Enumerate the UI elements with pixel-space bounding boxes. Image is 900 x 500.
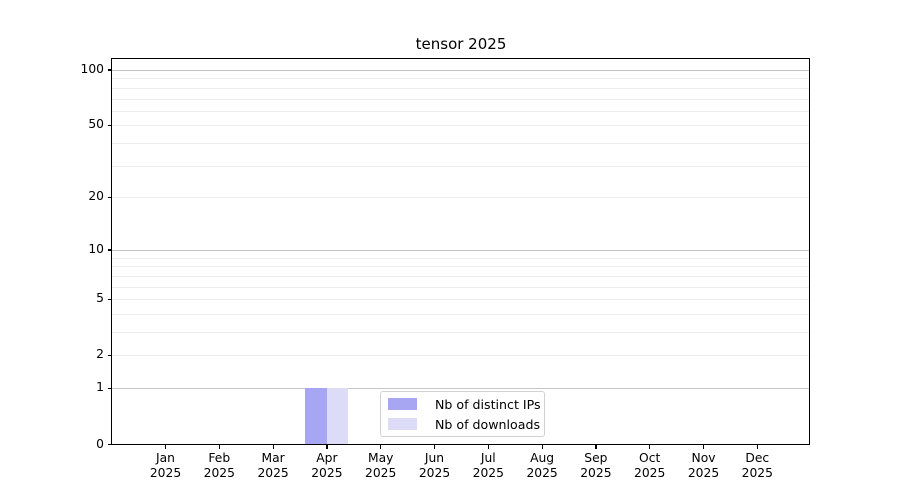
y-gridline-major bbox=[112, 388, 810, 390]
y-tick-label: 5 bbox=[96, 291, 104, 306]
x-tick-label: Feb 2025 bbox=[203, 451, 235, 480]
x-tick-label: Mar 2025 bbox=[257, 451, 289, 480]
x-tick bbox=[702, 444, 705, 449]
y-tick bbox=[107, 196, 112, 199]
legend-label: Nb of distinct IPs bbox=[435, 396, 541, 412]
x-tick bbox=[541, 444, 543, 449]
x-tick-label: Oct 2025 bbox=[634, 451, 666, 480]
y-gridline-minor bbox=[112, 165, 810, 167]
y-tick-label: 50 bbox=[88, 117, 104, 132]
x-tick bbox=[487, 444, 489, 449]
x-tick-label: Apr 2025 bbox=[311, 451, 343, 480]
legend-item-downloads: Nb of downloads bbox=[388, 417, 544, 432]
y-tick bbox=[107, 354, 112, 356]
y-gridline-minor bbox=[112, 275, 810, 277]
x-tick bbox=[433, 444, 436, 449]
chart-title: tensor 2025 bbox=[415, 35, 507, 53]
y-gridline-minor bbox=[112, 266, 810, 268]
x-tick bbox=[595, 444, 597, 449]
y-gridline-minor bbox=[112, 257, 810, 259]
legend: Nb of distinct IPs Nb of downloads bbox=[380, 391, 545, 437]
legend-swatch-distinct-ips-icon bbox=[388, 398, 417, 410]
y-tick-label: 2 bbox=[96, 347, 104, 362]
y-gridline-major bbox=[112, 69, 810, 71]
y-gridline-minor bbox=[112, 332, 810, 333]
x-tick bbox=[272, 444, 274, 449]
x-tick bbox=[380, 444, 382, 449]
y-gridline-major bbox=[112, 249, 810, 251]
x-tick-label: Jun 2025 bbox=[418, 451, 451, 480]
x-tick bbox=[756, 444, 758, 449]
y-gridline-minor bbox=[112, 98, 810, 100]
x-tick-label: Aug 2025 bbox=[526, 451, 558, 480]
y-gridline-minor bbox=[112, 313, 810, 315]
y-tick bbox=[107, 124, 112, 127]
x-tick bbox=[326, 444, 328, 449]
x-tick bbox=[218, 444, 220, 449]
y-gridline-minor bbox=[112, 87, 810, 89]
y-tick bbox=[107, 387, 112, 389]
plot-frame bbox=[111, 58, 810, 445]
bar-nb-of-downloads bbox=[326, 388, 349, 444]
y-gridline-minor bbox=[112, 125, 810, 127]
legend-swatch-downloads-icon bbox=[388, 418, 417, 430]
y-gridline-minor bbox=[112, 299, 810, 301]
y-tick-label: 1 bbox=[96, 380, 104, 395]
x-tick bbox=[164, 444, 167, 449]
y-gridline-minor bbox=[112, 143, 810, 145]
x-tick bbox=[649, 444, 651, 449]
x-tick-label: Nov 2025 bbox=[687, 451, 720, 480]
y-tick bbox=[107, 443, 112, 446]
legend-label: Nb of downloads bbox=[435, 416, 541, 432]
x-tick-label: Jan 2025 bbox=[149, 451, 182, 480]
x-tick-label: Dec 2025 bbox=[741, 451, 773, 480]
bar-nb-of-distinct-ips bbox=[305, 388, 327, 444]
y-tick-label: 0 bbox=[96, 436, 104, 451]
y-tick-label: 20 bbox=[88, 189, 104, 204]
y-gridline-minor bbox=[112, 197, 810, 199]
x-tick-label: May 2025 bbox=[365, 451, 397, 480]
y-tick-label: 10 bbox=[88, 241, 104, 256]
y-tick-label: 100 bbox=[80, 61, 104, 76]
y-gridline-minor bbox=[112, 78, 810, 80]
legend-item-distinct-ips: Nb of distinct IPs bbox=[388, 397, 544, 412]
y-gridline-minor bbox=[112, 110, 810, 112]
x-tick-label: Jul 2025 bbox=[472, 451, 504, 480]
x-tick-label: Sep 2025 bbox=[580, 451, 612, 480]
y-tick bbox=[107, 249, 112, 251]
y-tick bbox=[107, 298, 112, 300]
y-tick bbox=[107, 69, 112, 71]
y-gridline-minor bbox=[112, 355, 810, 357]
y-gridline-minor bbox=[112, 286, 810, 288]
